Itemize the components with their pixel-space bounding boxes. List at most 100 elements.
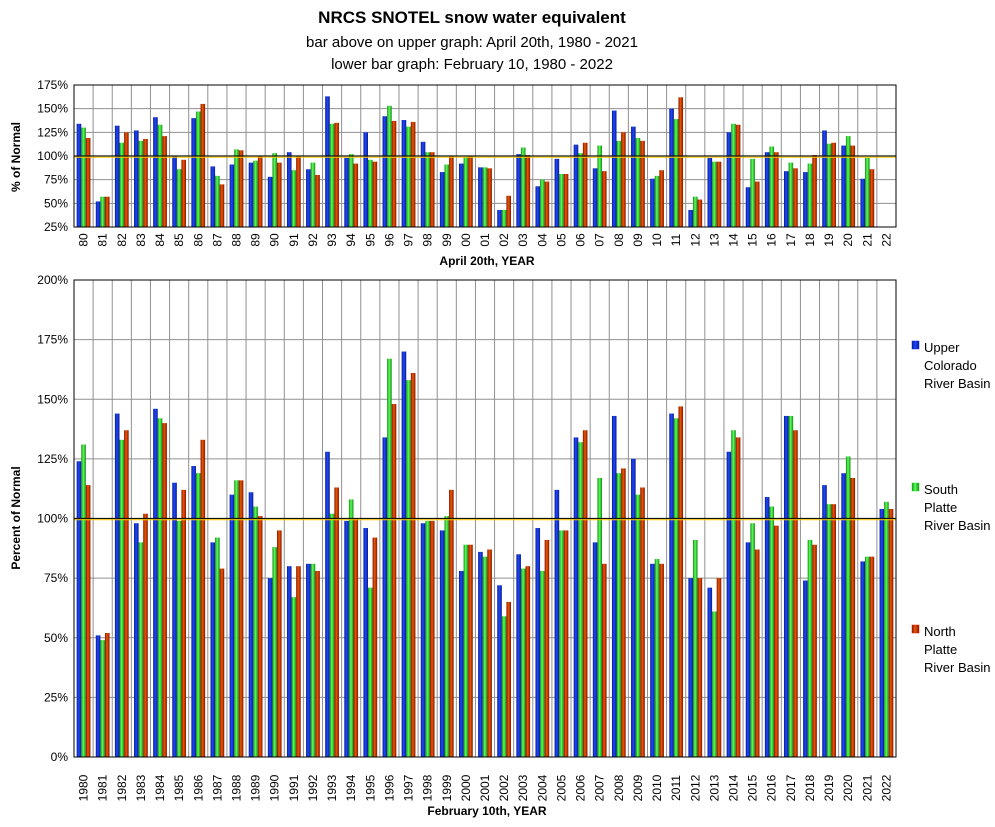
april-bar-north_platte-07 [601,171,607,227]
february-bar-north_platte-2002 [506,601,511,757]
april-bar-north_platte-85 [181,159,187,227]
february-bar-south_platte-2012 [692,539,698,757]
february-x-tick-label: 1986 [191,774,205,801]
april-x-tick-label: 90 [268,233,282,247]
february-bar-south_platte-1993 [329,513,335,757]
april-chart: 25% 50% 75% 100% 125% 150% 175% 80 81 82 83 84 85 86 8… [37,78,897,247]
april-x-tick-label: 18 [803,233,817,247]
april-y-tick-label: 75% [44,173,68,187]
february-bar-south_platte-1985 [176,520,182,757]
april-x-tick-label: 88 [229,233,243,247]
april-bar-north_platte-95 [372,161,378,227]
february-x-tick-label: 2016 [765,774,779,801]
february-bar-south_platte-1981 [100,640,105,757]
april-bar-south_platte-12 [692,196,698,227]
february-y-tick-label: 0% [51,750,69,764]
april-bar-upper_colorado-18 [803,172,808,227]
february-bar-north_platte-2013 [716,578,722,757]
february-x-tick-label: 2012 [688,774,702,801]
february-x-tick-label: 2021 [860,774,874,801]
february-chart: 0% 25% 50% 75% 100% 125% 150% 175% 200% 1980 1981 1… [37,273,897,801]
february-bar-south_platte-2022 [884,501,889,757]
april-bar-north_platte-03 [525,155,531,227]
april-bar-north_platte-86 [200,103,206,227]
april-bar-north_platte-16 [774,152,779,227]
april-bar-upper_colorado-21 [860,178,866,227]
february-bar-south_platte-1994 [348,499,354,757]
april-bar-south_platte-96 [387,105,392,227]
february-bar-upper_colorado-2019 [822,485,827,757]
april-bar-north_platte-12 [697,199,703,227]
april-y-tick-label: 175% [37,78,68,92]
february-bar-upper_colorado-1990 [267,578,273,757]
april-bar-upper_colorado-04 [535,186,541,227]
april-bar-north_platte-02 [506,195,511,227]
february-bar-upper_colorado-1993 [325,451,330,757]
april-x-tick-label: 19 [822,233,836,247]
february-bar-north_platte-2004 [544,539,550,757]
april-bar-north_platte-88 [238,150,244,227]
april-bar-upper_colorado-95 [363,132,369,227]
april-x-tick-label: 16 [765,233,779,247]
april-bar-upper_colorado-88 [229,164,235,227]
february-bar-north_platte-2006 [582,430,588,757]
april-bar-upper_colorado-12 [688,209,693,227]
april-bar-upper_colorado-85 [172,156,177,227]
april-bar-north_platte-17 [793,168,798,227]
february-bar-upper_colorado-2005 [554,489,560,757]
february-bar-south_platte-2020 [845,456,851,757]
february-plot-frame [73,279,897,758]
february-y-tick-label: 75% [44,571,68,585]
april-y-tick-label: 150% [37,102,68,116]
february-bar-south_platte-2004 [540,570,545,757]
february-bar-south_platte-2007 [597,477,602,757]
february-bar-north_platte-2010 [659,563,664,757]
april-x-tick-label: 87 [210,233,224,247]
february-bar-north_platte-1994 [353,518,359,757]
april-bar-north_platte-01 [487,168,492,227]
february-bar-north_platte-2001 [487,549,492,757]
april-x-tick-label: 07 [593,233,607,247]
april-bar-upper_colorado-11 [669,108,674,227]
february-bar-upper_colorado-1985 [172,482,177,757]
february-bar-upper_colorado-1986 [191,466,196,757]
april-bar-upper_colorado-80 [76,123,82,227]
february-bar-north_platte-2003 [525,566,531,757]
april-bar-south_platte-99 [444,164,450,227]
april-bar-south_platte-82 [119,142,125,227]
april-x-tick-label: 13 [707,233,721,247]
april-bar-upper_colorado-90 [267,176,273,227]
april-x-tick-label: 14 [727,233,741,247]
february-bar-south_platte-2000 [463,544,469,757]
february-x-tick-label: 2018 [803,774,817,801]
april-bar-north_platte-20 [850,145,856,227]
april-bar-north_platte-84 [162,136,167,227]
april-bar-north_platte-98 [429,152,435,227]
february-bar-north_platte-1996 [391,404,397,757]
february-bar-south_platte-1989 [253,506,258,757]
february-bar-north_platte-1997 [410,373,416,757]
april-bar-south_platte-85 [176,169,182,227]
april-bar-upper_colorado-81 [95,201,101,227]
february-x-tick-label: 2006 [574,774,588,801]
february-bar-upper_colorado-2020 [841,473,846,757]
april-bar-north_platte-04 [544,181,550,227]
april-bar-upper_colorado-94 [344,157,349,227]
february-bar-south_platte-2006 [578,442,583,757]
april-x-tick-label: 94 [344,233,358,247]
april-y-tick-label: 25% [44,220,68,234]
april-x-tick-label: 89 [249,233,263,247]
april-bar-south_platte-04 [540,179,545,227]
february-bar-north_platte-1995 [372,537,378,757]
february-bar-south_platte-2015 [750,523,755,757]
april-bar-south_platte-07 [597,145,602,227]
april-bar-south_platte-08 [616,140,622,227]
april-bar-south_platte-16 [769,146,775,227]
february-x-tick-label: 2020 [841,774,855,801]
april-x-tick-label: 20 [841,233,855,247]
february-bar-upper_colorado-1988 [229,494,235,757]
february-bar-south_platte-1982 [119,439,125,757]
april-bar-south_platte-87 [215,175,220,227]
april-x-tick-label: 06 [574,233,588,247]
february-bar-upper_colorado-1997 [401,351,407,757]
